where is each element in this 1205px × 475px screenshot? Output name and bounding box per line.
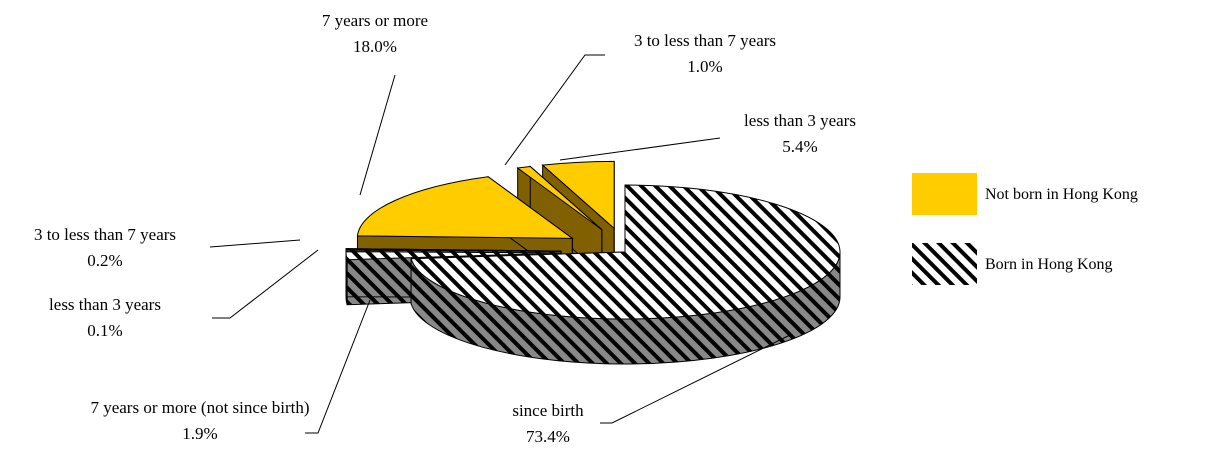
slice-top (356, 176, 574, 239)
slice-top (345, 248, 562, 252)
slice-top (516, 165, 603, 231)
leader-line (504, 54, 605, 166)
slice-value-label: 18.0% (353, 37, 397, 56)
slice-category: less than 3 years (49, 295, 161, 314)
slice-label: 3 to less than 7 years 0.2% (0, 222, 210, 274)
slice-value-label: 5.4% (782, 137, 818, 156)
slice-category: 7 years or more (321, 11, 429, 30)
legend-swatch (912, 243, 977, 285)
slice-label: 3 to less than 7 years 1.0% (585, 28, 825, 80)
slice-category: 3 to less than 7 years (33, 225, 177, 244)
slice-value-label: 0.1% (87, 321, 123, 340)
slice-value-label: 73.4% (526, 427, 570, 446)
leader-line (209, 239, 301, 248)
slice-value-label: 1.0% (687, 57, 723, 76)
slice-side (345, 252, 348, 305)
leader-line (305, 299, 371, 434)
slice-top (541, 160, 615, 230)
slice-category: 3 to less than 7 years (633, 31, 777, 50)
slice-label: less than 3 years 0.1% (5, 292, 205, 344)
slice-label: 7 years or more 18.0% (285, 8, 465, 60)
slice-category: less than 3 years (744, 111, 856, 130)
slice-top (410, 184, 841, 320)
leader-line (559, 137, 721, 161)
legend-swatch (912, 173, 977, 215)
slice-category: 7 years or more (not since birth) (90, 398, 310, 417)
leader-line (212, 249, 319, 319)
slice-label: less than 3 years 5.4% (700, 108, 900, 160)
slice-label: since birth 73.4% (478, 398, 618, 450)
legend-label: Born in Hong Kong (985, 256, 1113, 273)
slice (516, 165, 603, 276)
slice (410, 184, 841, 365)
slice-category: since birth (512, 401, 584, 420)
legend-label: Not born in Hong Kong (985, 186, 1138, 203)
leader-line (600, 334, 791, 424)
leader-line (359, 74, 396, 196)
slice-value-label: 1.9% (182, 424, 218, 443)
slice-value-label: 0.2% (87, 251, 123, 270)
slice-label: 7 years or more (not since birth) 1.9% (85, 395, 315, 447)
slice-top (345, 251, 562, 261)
